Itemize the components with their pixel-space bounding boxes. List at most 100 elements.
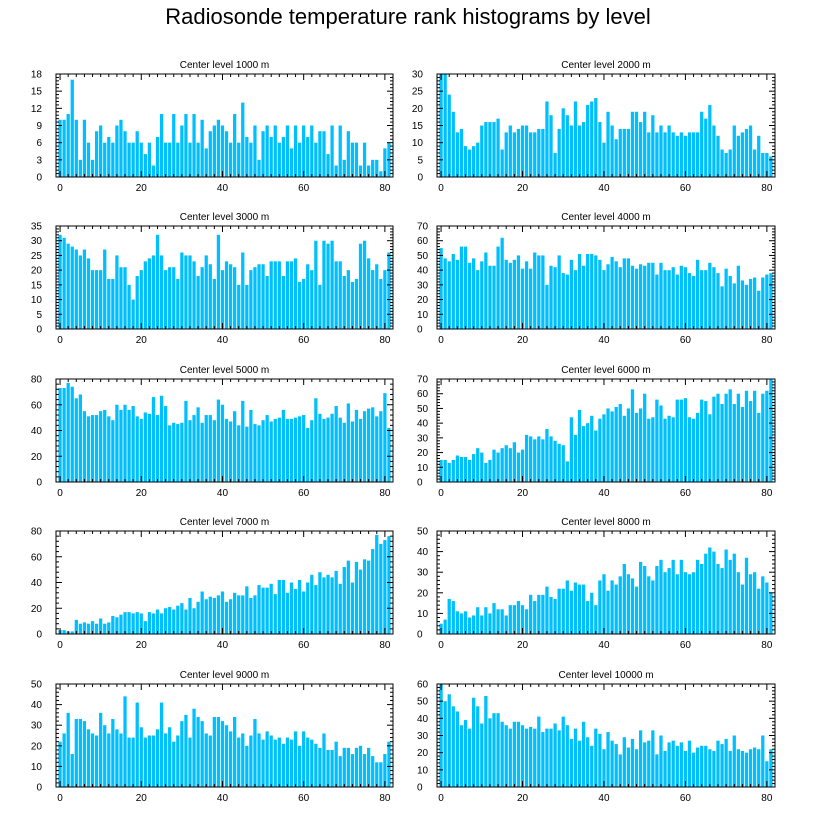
histogram-bar [387, 741, 391, 787]
histogram-bar [354, 142, 359, 177]
histogram-bar [594, 430, 598, 482]
histogram-bar [99, 618, 103, 634]
histogram-bar [338, 261, 342, 329]
histogram-bar [736, 135, 740, 177]
histogram-bar [86, 258, 91, 329]
histogram-bar [524, 728, 529, 787]
histogram-bar [371, 407, 375, 482]
y-tick-label: 0 [417, 630, 423, 641]
histogram-bar [695, 132, 700, 177]
y-tick-label: 60 [417, 236, 429, 247]
plot-frame [436, 378, 776, 483]
histogram-bar [86, 623, 91, 634]
histogram-bar [467, 149, 472, 177]
histogram-bar [103, 249, 107, 329]
histogram-bar [379, 411, 383, 482]
histogram-bar [302, 278, 306, 329]
histogram-bar [667, 270, 671, 329]
histogram-bar [679, 742, 683, 787]
histogram-bar [663, 418, 667, 482]
histogram-bar [330, 749, 334, 787]
histogram-bar [687, 740, 692, 787]
histogram-bar [614, 584, 618, 634]
histogram-bar [753, 277, 757, 329]
histogram-bar [123, 612, 127, 634]
x-tick-label: 40 [598, 335, 610, 346]
histogram-bar [500, 448, 504, 482]
histogram-bar [557, 588, 561, 634]
histogram-bar [326, 154, 330, 177]
y-tick-label: 10 [417, 310, 429, 321]
histogram-bar [740, 132, 745, 177]
histogram-bar [529, 436, 533, 482]
histogram-bar [606, 111, 610, 177]
histogram-bar [224, 131, 229, 177]
histogram-bar [155, 415, 160, 482]
histogram-bar [82, 721, 87, 787]
histogram-bar [228, 264, 233, 329]
histogram-bar [354, 278, 359, 329]
histogram-bar [651, 417, 655, 482]
histogram-bar [577, 125, 582, 177]
histogram-bar [463, 246, 468, 329]
y-tick-label: 25 [412, 87, 424, 98]
x-tick-label: 20 [517, 793, 529, 804]
histogram-bar [476, 270, 480, 329]
histogram-bar [111, 420, 115, 482]
histogram-bar [732, 125, 736, 177]
histogram-bar [647, 132, 651, 177]
histogram-bar [375, 762, 379, 787]
y-tick-label: 40 [417, 714, 429, 725]
histogram-bar [700, 270, 704, 329]
histogram-bar [744, 284, 749, 329]
histogram-bar [200, 591, 204, 634]
histogram-bar [306, 264, 310, 329]
histogram-bar [647, 262, 651, 329]
y-tick-label: 40 [417, 419, 429, 430]
histogram-bar [728, 750, 732, 787]
histogram-bar [326, 749, 330, 787]
histogram-bar [769, 273, 773, 329]
histogram-bar [484, 462, 488, 482]
histogram-bar [208, 596, 212, 634]
histogram-bar [549, 596, 553, 634]
y-tick-label: 0 [36, 783, 42, 794]
histogram-bar [350, 421, 355, 482]
histogram-bar [655, 132, 659, 177]
histogram-bar [700, 111, 704, 177]
y-tick-label: 12 [31, 104, 43, 115]
histogram-bar [488, 265, 492, 329]
histogram-bar [151, 735, 156, 787]
histogram-bar [285, 737, 290, 787]
histogram-bar [524, 261, 529, 329]
histogram-bar [273, 261, 277, 329]
histogram-bar [111, 278, 115, 329]
histogram-bar [573, 728, 578, 787]
histogram-bar [500, 237, 504, 329]
x-tick-label: 60 [298, 640, 310, 651]
histogram-bar [358, 745, 363, 787]
x-tick-label: 80 [379, 793, 391, 804]
histogram-bar [269, 583, 273, 634]
histogram-bar [691, 418, 696, 482]
histogram-panel-1: Center level 1000 m 0 20 40 60 80 0 3 6 9 12 15 18 [31, 60, 394, 194]
histogram-bar [565, 461, 569, 482]
histogram-bar [638, 122, 643, 177]
histogram-bar [70, 386, 74, 482]
histogram-bar [289, 261, 294, 329]
histogram-bar [757, 290, 761, 329]
histogram-bar [123, 131, 127, 177]
y-tick-label: 20 [417, 448, 429, 459]
histogram-bar [306, 136, 310, 177]
histogram-bar [204, 255, 208, 329]
histogram-bar [753, 747, 757, 787]
histogram-bar [237, 737, 241, 787]
histogram-bar [740, 280, 745, 329]
histogram-bar [86, 729, 91, 787]
histogram-bar [451, 253, 455, 329]
histogram-bar [512, 132, 517, 177]
histogram-bar [643, 111, 647, 177]
histogram-bar [545, 284, 549, 329]
histogram-bar [228, 599, 233, 634]
histogram-bar [761, 576, 765, 634]
